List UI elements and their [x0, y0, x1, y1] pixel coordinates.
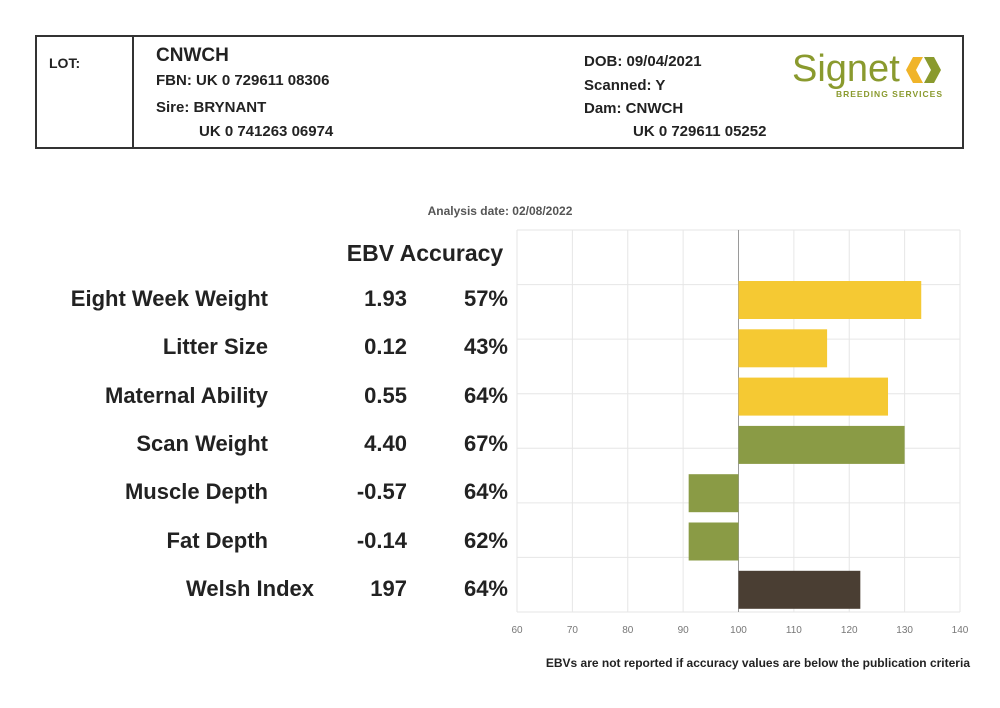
dob: DOB: 09/04/2021 — [584, 53, 702, 70]
header-divider — [132, 37, 134, 147]
ebv-value: -0.14 — [356, 527, 407, 553]
x-tick-label: 100 — [730, 625, 747, 636]
sire: Sire: BRYNANT — [156, 99, 267, 116]
fbn: FBN: UK 0 729611 08306 — [156, 72, 330, 89]
footnote: EBVs are not reported if accuracy values… — [545, 656, 970, 670]
dam: Dam: CNWCH — [584, 100, 684, 117]
bar — [738, 329, 828, 368]
scanned: Scanned: Y — [584, 77, 666, 94]
bar — [688, 522, 739, 561]
accuracy-value: 67% — [463, 430, 508, 456]
logo-tagline: BREEDING SERVICES — [836, 89, 943, 99]
accuracy-value: 64% — [463, 479, 508, 505]
x-tick-label: 110 — [786, 625, 802, 636]
trait-label: Scan Weight — [136, 430, 268, 456]
bar — [688, 474, 739, 513]
bar — [738, 281, 922, 319]
column-header: EBV Accuracy — [346, 240, 504, 266]
bar — [738, 570, 861, 609]
x-tick-label: 120 — [841, 625, 858, 636]
accuracy-value: 62% — [463, 527, 508, 553]
x-tick-label: 90 — [678, 625, 690, 636]
trait-label: Fat Depth — [166, 527, 268, 553]
x-tick-label: 70 — [567, 625, 579, 636]
logo-name: Signet — [792, 48, 900, 90]
animal-header: LOT: CNWCH FBN: UK 0 729611 08306 Sire: … — [35, 35, 964, 149]
ebv-value: 1.93 — [364, 286, 407, 311]
logo-left-chevron — [906, 57, 923, 83]
ebv-value: -0.57 — [356, 479, 407, 505]
trait-label: Litter Size — [162, 334, 268, 360]
ebv-value: 0.12 — [364, 334, 407, 360]
ebv-value: 197 — [370, 575, 407, 601]
signet-logo: Signet BREEDING SERVICES — [792, 48, 943, 99]
analysis-date: Analysis date: 02/08/2022 — [427, 204, 573, 218]
bar — [738, 425, 905, 464]
x-tick-label: 60 — [511, 625, 523, 636]
x-tick-label: 80 — [622, 625, 634, 636]
bar — [738, 377, 889, 416]
accuracy-value: 64% — [463, 575, 508, 601]
trait-label: Maternal Ability — [105, 382, 268, 408]
trait-label: Muscle Depth — [124, 479, 268, 505]
lot-label: LOT: — [49, 55, 81, 71]
ebv-value: 4.40 — [364, 430, 407, 456]
trait-label: Welsh Index — [186, 575, 314, 601]
accuracy-value: 43% — [463, 334, 508, 360]
ebv-value: 0.55 — [364, 382, 407, 408]
animal-name: CNWCH — [156, 45, 229, 66]
x-tick-label: 140 — [952, 625, 969, 636]
logo-right-chevron — [924, 57, 941, 83]
sire-id: UK 0 741263 06974 — [199, 123, 334, 140]
accuracy-value: 57% — [463, 286, 508, 311]
accuracy-value: 64% — [463, 382, 508, 408]
trait-label: Eight Week Weight — [70, 286, 268, 311]
dam-id: UK 0 729611 05252 — [633, 123, 767, 140]
x-tick-label: 130 — [896, 625, 913, 636]
